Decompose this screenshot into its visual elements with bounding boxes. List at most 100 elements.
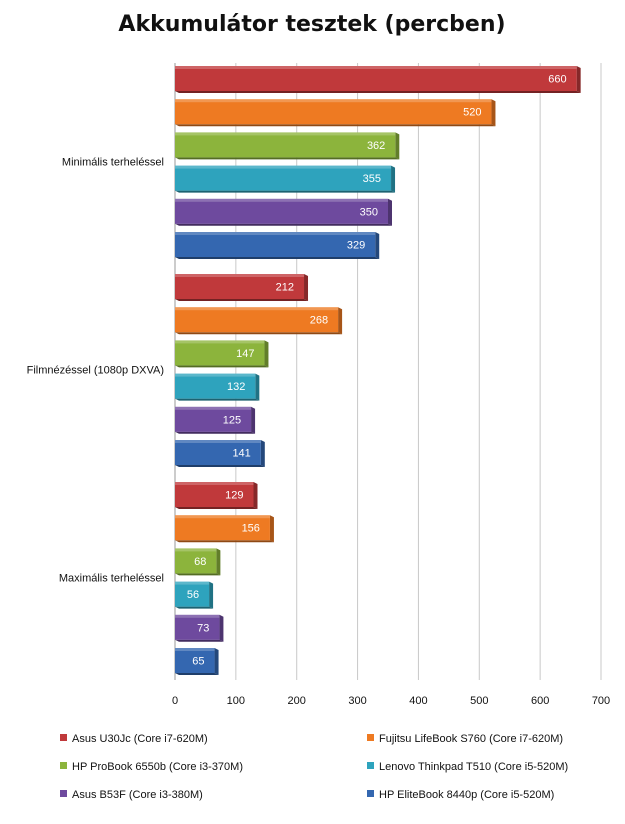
bar <box>175 373 256 399</box>
data-label: 268 <box>310 315 328 327</box>
data-label: 73 <box>197 622 209 634</box>
bar-side <box>576 66 581 93</box>
bar-bottom <box>175 157 400 160</box>
bar <box>175 165 392 191</box>
bar <box>175 232 376 257</box>
bar <box>175 482 254 507</box>
x-tick-label: 400 <box>409 695 427 707</box>
data-label: 362 <box>367 140 385 152</box>
x-tick-label: 200 <box>288 695 306 707</box>
bar-highlight <box>175 440 261 443</box>
bar-side <box>375 232 380 259</box>
bar-highlight <box>175 581 210 585</box>
bar-side <box>253 482 258 509</box>
data-label: 132 <box>227 381 245 393</box>
bar-side <box>391 165 396 193</box>
bar-bottom <box>175 365 269 368</box>
category-labels: Minimális terheléssel Filmnézéssel (1080p… <box>27 157 164 585</box>
bar-highlight <box>175 482 254 485</box>
legend-label: Asus B53F (Core i3-380M) <box>72 789 203 801</box>
legend-label: Lenovo Thinkpad T510 (Core i5-520M) <box>379 761 568 773</box>
category-label: Maximális terheléssel <box>59 573 164 585</box>
data-label: 56 <box>187 589 199 601</box>
chart-title: Akkumulátor tesztek (percben) <box>118 12 505 37</box>
data-label: 129 <box>225 490 243 502</box>
legend-label: Fujitsu LifeBook S760 (Core i7-620M) <box>379 733 563 745</box>
bar <box>175 581 210 607</box>
bar <box>175 198 388 224</box>
x-tick-label: 300 <box>348 695 366 707</box>
bar <box>175 515 270 541</box>
legend: Asus U30Jc (Core i7-620M) Fujitsu LifeBoo… <box>60 733 568 801</box>
bar-bottom <box>175 299 309 301</box>
data-label: 520 <box>463 107 481 119</box>
data-label: 350 <box>360 206 378 218</box>
data-label: 147 <box>236 348 254 360</box>
bar <box>175 548 217 574</box>
bar-highlight <box>175 274 305 277</box>
bar <box>175 406 252 432</box>
bar-bottom <box>175 606 214 609</box>
bar-side <box>214 648 219 675</box>
legend-label: Asus U30Jc (Core i7-620M) <box>72 733 208 745</box>
legend-label: HP ProBook 6550b (Core i3-370M) <box>72 761 243 773</box>
bar-bottom <box>175 573 221 576</box>
bar-highlight <box>175 99 492 103</box>
bar-highlight <box>175 232 376 235</box>
bar-side <box>219 614 224 642</box>
legend-swatch <box>60 790 67 797</box>
bar-bottom <box>175 639 224 642</box>
bar-bottom <box>175 431 256 434</box>
bar-side <box>264 340 269 368</box>
x-tick-label: 0 <box>172 695 178 707</box>
data-label: 660 <box>548 74 566 86</box>
data-label: 125 <box>223 414 241 426</box>
data-label: 68 <box>194 556 206 568</box>
bar-bottom <box>175 124 496 127</box>
bar-bottom <box>175 223 392 226</box>
bar-highlight <box>175 132 396 136</box>
bar-side <box>304 274 309 301</box>
data-label: 355 <box>363 173 381 185</box>
legend-swatch <box>367 790 374 797</box>
x-axis-ticks: 0 100 200 300 400 500 600 700 <box>172 695 610 707</box>
data-label: 329 <box>347 240 365 252</box>
bar-bottom <box>175 507 258 509</box>
bar <box>175 274 305 299</box>
bar <box>175 66 577 91</box>
bar-side <box>260 440 265 467</box>
bar-highlight <box>175 406 252 410</box>
bar-side <box>209 581 214 609</box>
bar-side <box>216 548 221 576</box>
bar <box>175 648 215 673</box>
bar <box>175 99 492 125</box>
bar <box>175 132 396 158</box>
bar-highlight <box>175 648 215 651</box>
bar-side <box>255 373 260 401</box>
bar-highlight <box>175 340 265 344</box>
data-label: 65 <box>192 656 204 668</box>
bar-highlight <box>175 614 220 618</box>
bar-highlight <box>175 307 339 311</box>
x-tick-label: 500 <box>470 695 488 707</box>
bar-side <box>491 99 496 127</box>
bar <box>175 440 261 465</box>
bar-side <box>251 406 256 434</box>
x-tick-label: 100 <box>227 695 245 707</box>
legend-swatch <box>60 734 67 741</box>
bar-side <box>338 307 343 335</box>
bar-bottom <box>175 398 260 401</box>
bar-side <box>395 132 400 160</box>
bar <box>175 307 339 333</box>
bar <box>175 614 220 640</box>
x-tick-label: 700 <box>592 695 610 707</box>
category-label: Filmnézéssel (1080p DXVA) <box>27 365 164 377</box>
legend-swatch <box>367 762 374 769</box>
bar-side <box>269 515 274 543</box>
legend-label: HP EliteBook 8440p (Core i5-520M) <box>379 789 554 801</box>
legend-swatch <box>367 734 374 741</box>
bar-bottom <box>175 673 219 675</box>
bar-bottom <box>175 91 581 93</box>
bar-highlight <box>175 66 577 69</box>
bar-highlight <box>175 515 270 519</box>
